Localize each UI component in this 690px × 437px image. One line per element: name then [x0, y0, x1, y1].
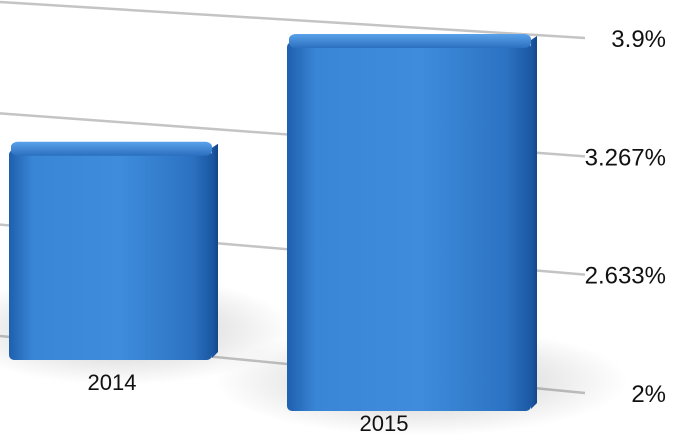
- bar: [287, 42, 531, 411]
- bar-side: [531, 36, 537, 409]
- bar-top: [11, 141, 212, 156]
- y-tick-label: 2.633%: [585, 263, 666, 290]
- bar-top: [289, 34, 531, 48]
- bar-side: [212, 143, 218, 358]
- x-category-label: 2014: [88, 370, 137, 395]
- y-tick-label: 2%: [631, 381, 666, 408]
- labels: 2% 2.633% 3.267% 3.9% 2014 2015: [88, 26, 666, 436]
- gridline: [0, 0, 586, 40]
- x-category-label: 2015: [360, 411, 409, 436]
- bars: [9, 34, 537, 411]
- bar: [9, 149, 212, 360]
- y-tick-label: 3.9%: [611, 26, 666, 53]
- y-tick-label: 3.267%: [585, 144, 666, 171]
